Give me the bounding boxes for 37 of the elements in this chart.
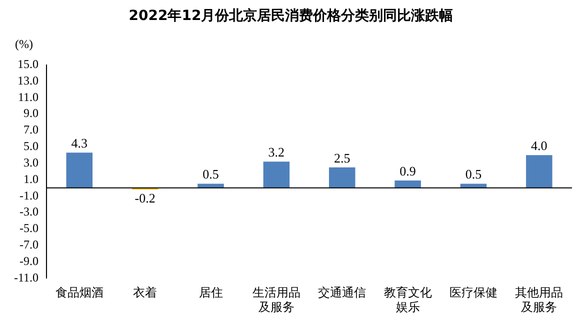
bar	[66, 152, 93, 188]
x-tick-label: 医疗保健	[449, 286, 498, 300]
x-tick-label: 交通通信	[318, 286, 366, 300]
bar	[526, 155, 552, 188]
y-tick-label: 11.0	[18, 90, 39, 104]
data-label: 2.5	[334, 150, 350, 166]
y-tick-label: 15.0	[18, 56, 39, 71]
x-tick-label: 衣着	[133, 286, 158, 300]
data-label: 4.3	[71, 136, 88, 151]
y-axis-title: (%)	[15, 36, 33, 51]
y-tick-label: 9.0	[24, 106, 39, 120]
x-tick-label: 其他用品及服务	[515, 286, 564, 314]
bar	[328, 167, 356, 188]
x-tick-label: 生活用品及服务	[252, 286, 300, 314]
bar	[263, 162, 290, 188]
data-label: -0.2	[134, 190, 156, 206]
x-tick-label: 食品烟酒	[55, 286, 104, 300]
x-tick-label: 教育文化娱乐	[384, 286, 432, 314]
x-tick-label: 居住	[198, 286, 223, 300]
data-label: 3.2	[268, 144, 285, 160]
y-tick-label: -1.0	[20, 188, 39, 202]
y-tick-label: 13.0	[18, 73, 39, 88]
chart-title: 2022年12月份北京居民消费价格分类别同比涨跌幅	[128, 7, 454, 24]
y-tick-label: 5.0	[24, 139, 39, 154]
data-label: 0.5	[202, 166, 219, 182]
y-tick-label: -9.0	[20, 254, 39, 268]
y-tick-label: -3.0	[20, 204, 39, 219]
y-tick-label: 7.0	[24, 122, 39, 137]
y-tick-label: 1.0	[24, 172, 39, 186]
data-label: 0.9	[400, 163, 416, 178]
data-label: 0.5	[465, 166, 482, 182]
y-tick-label: -7.0	[20, 238, 39, 252]
bar	[394, 180, 421, 188]
y-tick-label: -11.0	[14, 270, 39, 284]
data-label: 4.0	[531, 138, 548, 154]
y-tick-label: -5.0	[20, 221, 39, 236]
y-tick-label: 3.0	[24, 155, 39, 170]
